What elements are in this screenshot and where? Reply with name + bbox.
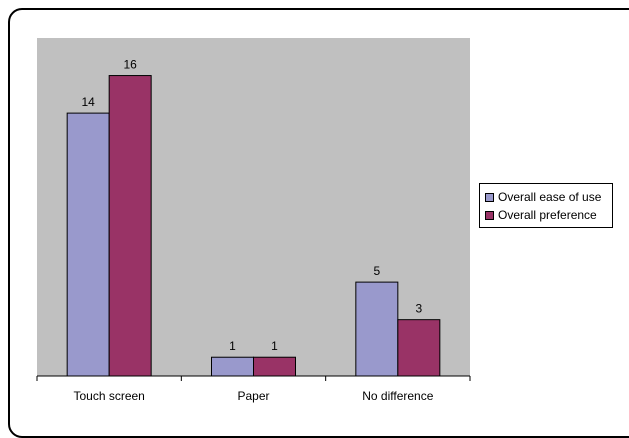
data-label-no-difference-overall-ease-of-use: 5 [373, 264, 380, 278]
x-tick-label-no-difference: No difference [362, 389, 433, 403]
data-label-paper-overall-preference: 1 [271, 339, 278, 353]
legend-swatch-preference [485, 210, 494, 220]
bar-paper-overall-ease-of-use [211, 356, 254, 377]
bar-touch-screen-overall-ease-of-use [66, 112, 110, 377]
bar-no-difference-overall-ease-of-use [355, 281, 399, 377]
legend-item-ease-of-use: Overall ease of use [485, 188, 612, 206]
legend-swatch-ease-of-use [485, 192, 494, 202]
data-label-touch-screen-overall-ease-of-use: 14 [81, 95, 95, 109]
legend-label-ease-of-use: Overall ease of use [498, 190, 602, 204]
data-labels-group: 14 16 1 1 5 3 [81, 58, 422, 354]
legend-item-preference: Overall preference [485, 206, 612, 224]
data-label-touch-screen-overall-preference: 16 [123, 58, 137, 72]
data-label-no-difference-overall-preference: 3 [415, 302, 422, 316]
bar-paper-overall-preference [253, 356, 296, 377]
x-tick-label-paper: Paper [237, 389, 269, 403]
bar-chart: Touch screen Paper No difference 14 16 1 1 5 3 [36, 38, 471, 403]
legend-label-preference: Overall preference [498, 208, 597, 222]
x-axis: Touch screen Paper No difference [36, 375, 471, 403]
x-tick-label-touch-screen: Touch screen [73, 389, 144, 403]
bar-no-difference-overall-preference [397, 319, 441, 377]
bar-touch-screen-overall-preference [108, 75, 152, 377]
data-label-paper-overall-ease-of-use: 1 [229, 339, 236, 353]
legend: Overall ease of use Overall preference [479, 183, 613, 228]
